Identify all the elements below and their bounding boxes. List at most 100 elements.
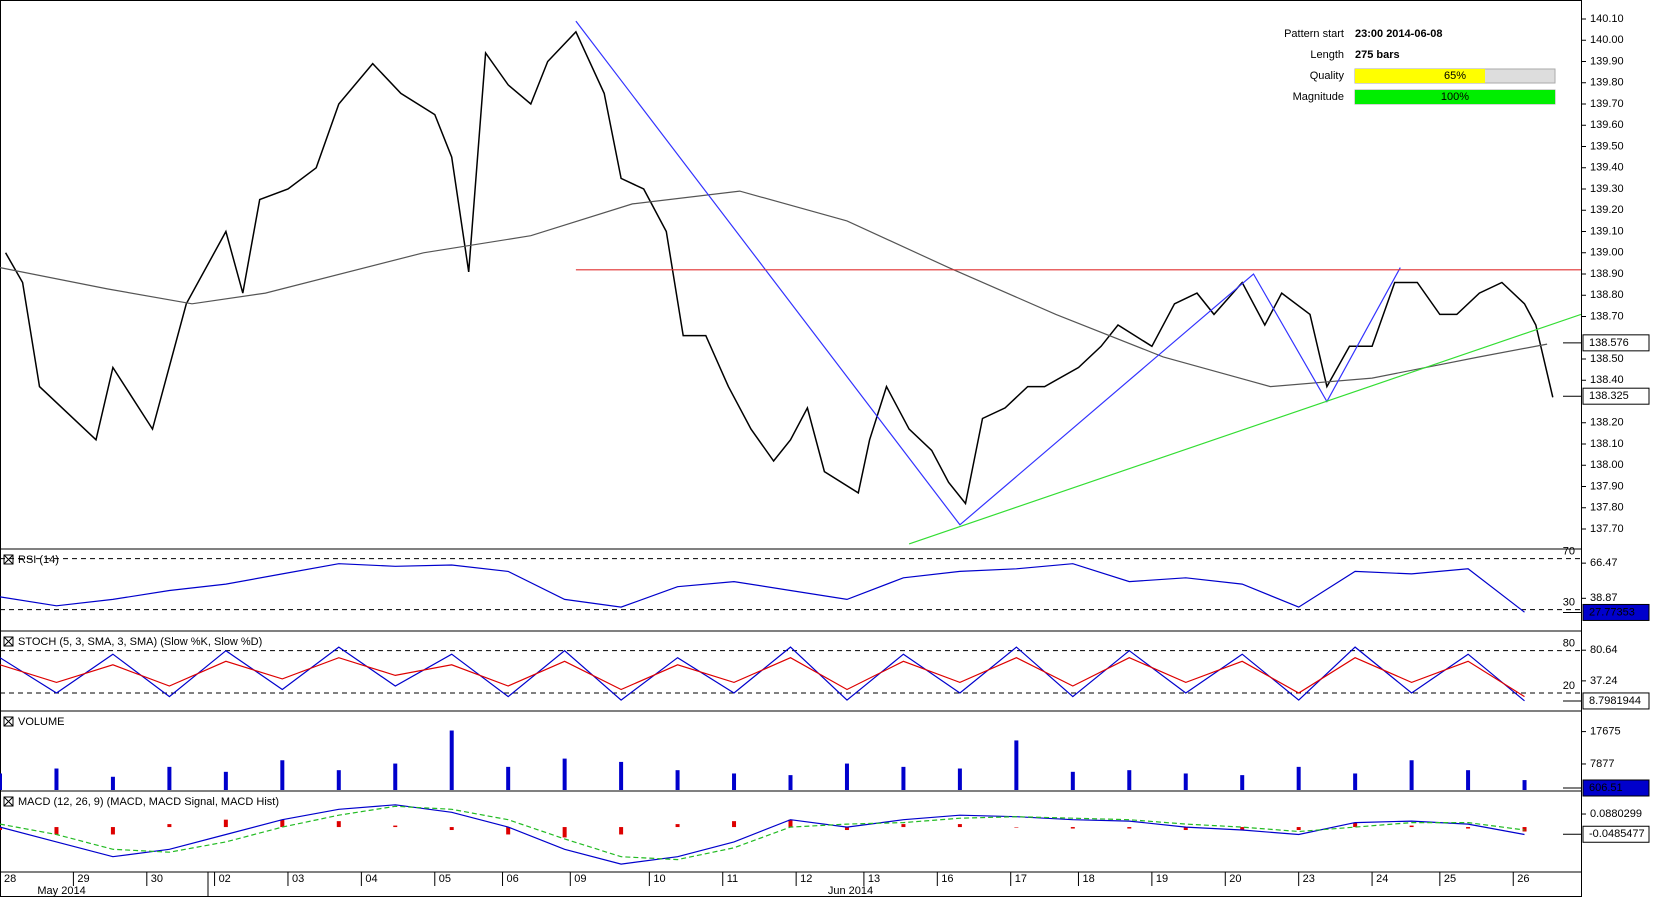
x-tick-label: 20 — [1229, 873, 1241, 885]
series-line — [0, 657, 1525, 698]
y-tick-label: 137.80 — [1590, 502, 1624, 514]
series-line — [908, 313, 1581, 545]
level-label: 70 — [1563, 546, 1575, 558]
panel-title: RSI (14) — [18, 554, 59, 566]
x-tick-label: 23 — [1303, 873, 1315, 885]
bar — [506, 766, 511, 790]
info-label: Quality — [1310, 70, 1345, 82]
x-tick-label: 09 — [574, 873, 586, 885]
bar — [1127, 770, 1132, 790]
frame — [0, 0, 1582, 897]
bar — [1353, 773, 1358, 790]
bar — [562, 758, 567, 790]
x-tick-label: 16 — [941, 873, 953, 885]
level-label: 80 — [1563, 638, 1575, 650]
x-tick-label: 12 — [800, 873, 812, 885]
x-tick-label: 17 — [1015, 873, 1027, 885]
bar — [280, 819, 285, 828]
bar — [223, 771, 228, 790]
bar — [167, 824, 172, 828]
y-tick-label: 0.0880299 — [1590, 808, 1642, 820]
x-tick-label: 30 — [151, 873, 163, 885]
y-tick-label: 138.40 — [1590, 374, 1624, 386]
y-tick-label: 17675 — [1590, 725, 1621, 737]
y-tick-label: 137.90 — [1590, 480, 1624, 492]
x-tick-label: 10 — [653, 873, 665, 885]
x-tick-label: 13 — [868, 873, 880, 885]
bar — [336, 770, 341, 790]
bar — [619, 761, 624, 790]
series-line — [0, 190, 1548, 388]
bar — [1522, 827, 1527, 832]
last-value-label: 138.576 — [1589, 337, 1629, 349]
bar — [280, 760, 285, 790]
y-tick-label: 140.10 — [1590, 13, 1624, 25]
last-value-box — [1582, 334, 1650, 352]
bar — [844, 763, 849, 790]
last-value-label: 8.7981944 — [1589, 695, 1641, 707]
y-tick-label: 139.10 — [1590, 225, 1624, 237]
info-value: 23:00 2014-06-08 — [1355, 28, 1442, 40]
bar — [562, 827, 567, 838]
x-tick-label: 11 — [727, 873, 738, 885]
bar — [788, 819, 793, 828]
panel-icon — [3, 796, 14, 807]
last-value-label: 606.51 — [1589, 782, 1623, 794]
x-tick-label: 25 — [1444, 873, 1456, 885]
bar — [449, 730, 454, 790]
y-tick-label: 139.60 — [1590, 119, 1624, 131]
info-bar-label: 65% — [1444, 70, 1466, 82]
bar — [393, 763, 398, 790]
panel-icon — [3, 554, 14, 565]
y-tick-label: 138.50 — [1590, 353, 1624, 365]
x-tick-label: 28 — [4, 873, 16, 885]
bar — [732, 773, 737, 790]
series-line — [0, 804, 1525, 865]
bar — [1353, 822, 1358, 828]
y-tick-label: 137.70 — [1590, 523, 1624, 535]
bar — [54, 827, 59, 835]
info-value: 275 bars — [1355, 49, 1400, 61]
bar — [0, 827, 2, 831]
last-value-box — [1582, 825, 1650, 843]
last-value-box — [1582, 603, 1650, 621]
y-tick-label: 139.50 — [1590, 140, 1624, 152]
y-tick-label: 138.70 — [1590, 310, 1624, 322]
x-tick-label: 18 — [1082, 873, 1094, 885]
bar — [1240, 775, 1245, 790]
bar — [788, 775, 793, 790]
x-tick-label: 29 — [77, 873, 89, 885]
y-tick-label: 7877 — [1590, 758, 1614, 770]
bar — [0, 773, 2, 790]
last-value-label: 138.325 — [1589, 390, 1629, 402]
bar — [957, 768, 962, 790]
x-tick-label: 19 — [1156, 873, 1168, 885]
info-bar-label: 100% — [1441, 91, 1469, 103]
x-tick-label: 05 — [439, 873, 451, 885]
bar — [675, 824, 680, 828]
x-tick-label: 02 — [219, 873, 231, 885]
period-label: May 2014 — [37, 885, 85, 897]
panel-icon — [3, 636, 14, 647]
info-label: Pattern start — [1284, 28, 1344, 40]
period-label: Jun 2014 — [828, 885, 873, 897]
y-tick-label: 138.10 — [1590, 438, 1624, 450]
panel-icon — [3, 636, 14, 647]
bar — [1183, 827, 1188, 831]
bar — [167, 766, 172, 790]
bar — [901, 824, 906, 828]
bar — [957, 824, 962, 828]
panel-icon — [3, 716, 14, 727]
y-tick-label: 66.47 — [1590, 557, 1618, 569]
bar — [1070, 771, 1075, 790]
last-value-label: -0.0485477 — [1589, 828, 1645, 840]
bar — [336, 821, 341, 828]
last-value-box — [1582, 779, 1650, 797]
bar — [675, 770, 680, 790]
bar — [449, 827, 454, 831]
bar — [223, 819, 228, 828]
y-tick-label: 37.24 — [1590, 675, 1618, 687]
bar — [1296, 827, 1301, 831]
bar — [844, 827, 849, 831]
